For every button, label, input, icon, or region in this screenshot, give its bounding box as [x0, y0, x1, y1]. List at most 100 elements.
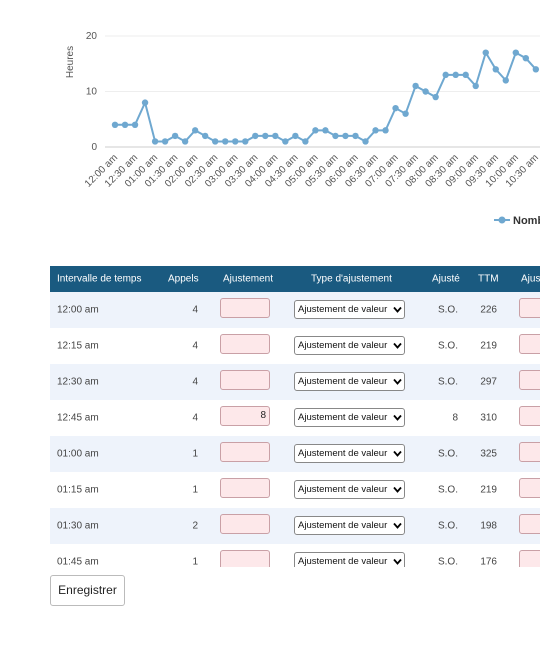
data-point	[282, 138, 289, 145]
data-point	[442, 71, 449, 79]
data-point	[312, 127, 319, 134]
column-header: Type d'ajustement	[311, 273, 392, 285]
y-tick-label: 20	[86, 31, 98, 42]
data-point	[171, 132, 179, 140]
data-point	[252, 132, 259, 140]
table-row: 01:30 am 2 Ajustement de valeur S.O. 198	[50, 508, 540, 544]
adjustment-type-select[interactable]: Ajustement de valeur	[294, 408, 405, 427]
interval: 01:30 am	[57, 520, 99, 532]
adjustment-input[interactable]	[220, 334, 270, 354]
adjustment-type-select[interactable]: Ajustement de valeur	[294, 372, 405, 391]
data-point	[222, 138, 229, 145]
data-point	[412, 82, 419, 90]
adjusted: S.O.	[437, 448, 458, 460]
adjustment-input-2[interactable]	[519, 514, 540, 534]
interval: 12:45 am	[57, 412, 99, 424]
adjusted: S.O.	[437, 484, 458, 496]
chevron	[393, 306, 402, 313]
data-point	[352, 132, 359, 140]
calls: 2	[192, 520, 198, 532]
data-point	[432, 93, 439, 101]
adjustment-input-2[interactable]	[519, 550, 540, 567]
calls: 4	[192, 304, 198, 316]
data-point	[262, 132, 269, 140]
calls: 4	[192, 376, 198, 388]
adjustment-input[interactable]	[220, 514, 270, 534]
adjustment-input[interactable]	[220, 478, 270, 498]
adjustment-type-select[interactable]: Ajustement de valeur	[294, 516, 405, 535]
calls: 4	[192, 412, 198, 424]
adjustment-input-2[interactable]	[519, 298, 540, 318]
table-row: 12:45 am 4 8 Ajustement de valeur 8 310	[50, 400, 540, 436]
calls: 1	[192, 556, 198, 568]
adjusted: S.O.	[437, 304, 458, 316]
adjustment-input[interactable]	[220, 370, 270, 390]
adjusted: 8	[452, 412, 458, 424]
data-point	[121, 121, 129, 128]
column-header: Intervalle de temps	[57, 273, 142, 285]
adjustment-input[interactable]	[220, 550, 270, 567]
data-point	[472, 82, 479, 90]
chevron	[393, 558, 402, 565]
adjustment-input[interactable]	[220, 442, 270, 462]
adjusted: S.O.	[437, 376, 458, 388]
data-point	[362, 138, 369, 145]
adjustment-type-select[interactable]: Ajustement de valeur	[294, 300, 405, 319]
data-point	[452, 71, 459, 79]
data-point	[151, 138, 159, 145]
ttm: 310	[480, 412, 497, 424]
interval: 01:15 am	[57, 484, 99, 496]
adjustment-input-2[interactable]	[519, 334, 540, 354]
interval: 01:45 am	[57, 556, 99, 568]
table-row: 12:15 am 4 Ajustement de valeur S.O. 219	[50, 328, 540, 364]
adjustment-input-2[interactable]	[519, 406, 540, 426]
data-point	[212, 138, 219, 145]
adjustment-input[interactable]	[220, 298, 270, 318]
table-row: 01:15 am 1 Ajustement de valeur S.O. 219	[50, 472, 540, 508]
legend-marker	[498, 216, 506, 224]
data-point	[161, 138, 169, 145]
chevron	[393, 486, 402, 493]
data-point	[242, 138, 249, 145]
adjustment-input-2[interactable]	[519, 478, 540, 498]
adjustment-type-select[interactable]: Ajustement de valeur	[294, 552, 405, 567]
adjustment-input[interactable]: 8	[220, 406, 270, 426]
data-point	[392, 104, 399, 112]
calls: 1	[192, 484, 198, 496]
column-header: Ajustement	[223, 273, 274, 285]
data-point	[522, 55, 530, 62]
ttm: 226	[480, 304, 497, 316]
ttm: 297	[480, 376, 497, 388]
adjustment-input-2[interactable]	[519, 370, 540, 390]
data-point	[512, 49, 519, 56]
data-point	[111, 121, 119, 128]
ttm: 219	[480, 340, 497, 352]
interval: 12:30 am	[57, 376, 99, 388]
calls: 1	[192, 448, 198, 460]
chevron	[393, 378, 402, 385]
save-button[interactable]: Enregistrer	[50, 575, 125, 606]
adjusted: S.O.	[437, 340, 458, 352]
calls: 4	[192, 340, 198, 352]
data-point	[302, 138, 309, 145]
data-point	[272, 132, 279, 140]
table-row: 12:00 am 4 Ajustement de valeur S.O. 226	[50, 292, 540, 328]
ttm: 219	[480, 484, 497, 496]
column-header: Ajusté	[432, 273, 460, 285]
adjustment-type-select[interactable]: Ajustement de valeur	[294, 444, 405, 463]
chevron	[393, 342, 402, 349]
legend-label: Nomb	[513, 215, 540, 227]
adjustment-type-select[interactable]: Ajustement de valeur	[294, 336, 405, 355]
adjustment-input-2[interactable]	[519, 442, 540, 462]
data-point	[332, 132, 339, 140]
chevron	[393, 450, 402, 457]
chevron	[393, 522, 402, 529]
table-header: Intervalle de temps Appels Ajustement Type …	[50, 266, 540, 292]
interval: 01:00 am	[57, 448, 99, 460]
interval: 12:15 am	[57, 340, 99, 352]
table-row: 12:30 am 4 Ajustement de valeur S.O. 297	[50, 364, 540, 400]
adjustment-type-select[interactable]: Ajustement de valeur	[294, 480, 405, 499]
adjusted: S.O.	[437, 556, 458, 568]
